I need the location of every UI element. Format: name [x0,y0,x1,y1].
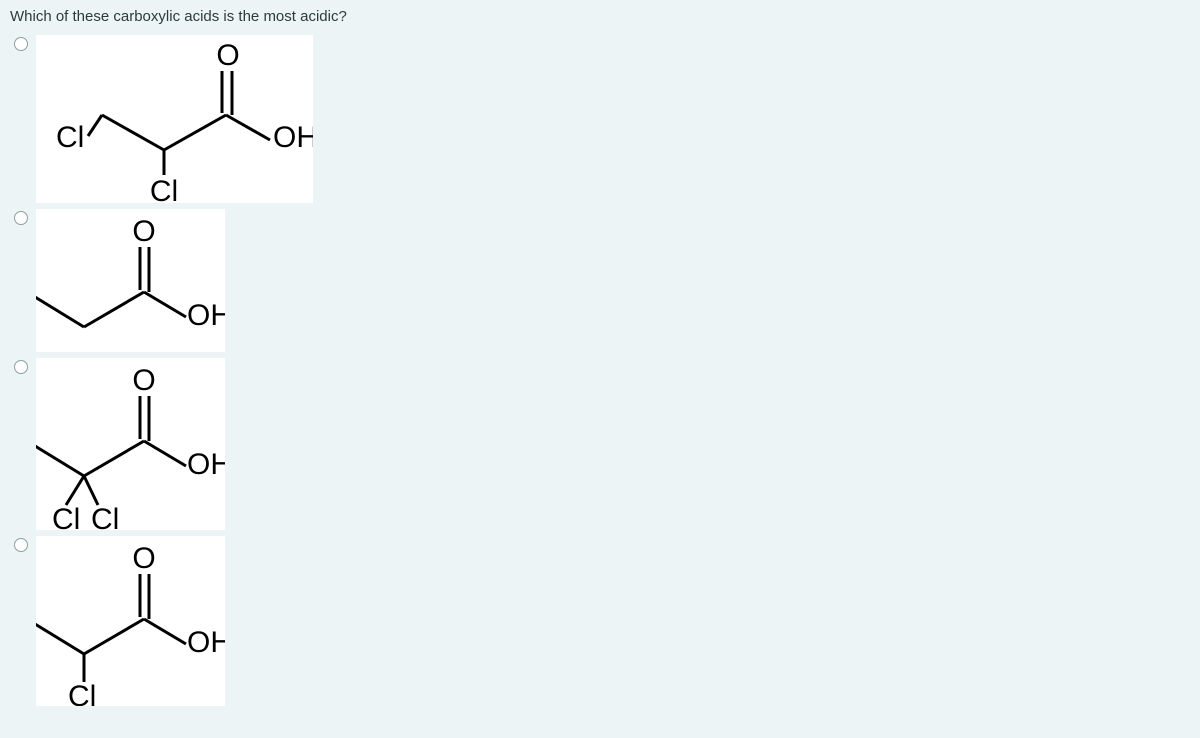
svg-text:O: O [216,39,239,72]
question-text: Which of these carboxylic acids is the m… [10,8,1190,25]
options-list: Cl Cl O OH O OH O OH Cl Cl O OH Cl [10,35,1190,706]
svg-text:Cl: Cl [91,503,119,530]
opt-c-radio[interactable] [14,360,28,374]
opt-b-molecule: O OH [36,209,225,352]
opt-d-radio[interactable] [14,538,28,552]
svg-text:OH: OH [273,121,313,154]
svg-text:Cl: Cl [150,175,178,203]
svg-text:O: O [132,542,155,575]
option-row: Cl Cl O OH [14,35,1190,203]
svg-text:Cl: Cl [68,680,96,706]
option-row: O OH [14,209,1190,352]
svg-text:O: O [132,215,155,248]
opt-d-molecule: O OH Cl [36,536,225,706]
option-row: O OH Cl Cl [14,358,1190,530]
opt-b-radio[interactable] [14,211,28,225]
opt-a-radio[interactable] [14,37,28,51]
svg-text:Cl: Cl [52,503,80,530]
opt-c-molecule: O OH Cl Cl [36,358,225,530]
quiz-container: Which of these carboxylic acids is the m… [0,0,1200,738]
svg-text:O: O [132,364,155,397]
svg-text:OH: OH [187,299,225,332]
svg-text:Cl: Cl [56,121,84,154]
option-row: O OH Cl [14,536,1190,706]
svg-text:OH: OH [187,626,225,659]
opt-a-molecule: Cl Cl O OH [36,35,313,203]
svg-text:OH: OH [187,448,225,481]
